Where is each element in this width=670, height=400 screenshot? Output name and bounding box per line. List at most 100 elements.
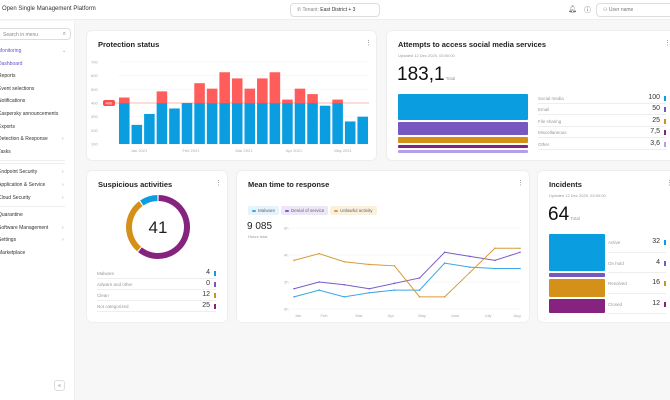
bar-protected[interactable] (307, 103, 318, 144)
sidebar-item-monitoring[interactable]: Monitoring ⌄ (0, 45, 72, 58)
data-point[interactable] (494, 247, 496, 250)
sidebar-item-event-selections[interactable]: Event selections (0, 83, 72, 96)
more-icon[interactable]: ⋮ (215, 180, 222, 187)
bar-over-threshold[interactable] (244, 88, 256, 103)
sidebar-item-endpoint-security[interactable]: Endpoint Security › (0, 166, 72, 179)
sidebar-item-exports[interactable]: Exports (0, 121, 72, 134)
segment-miscellaneous[interactable] (398, 145, 528, 149)
bar-protected[interactable] (169, 108, 180, 144)
data-point[interactable] (494, 259, 496, 262)
bar-protected[interactable] (344, 121, 356, 144)
sidebar-item-reports[interactable]: Reports (0, 70, 72, 83)
data-point[interactable] (318, 252, 320, 255)
segment-closed[interactable] (549, 299, 605, 313)
sidebar-item-notifications[interactable]: Notifications (0, 95, 72, 108)
data-point[interactable] (468, 271, 471, 274)
menu-search-input[interactable]: Search in menu ⌕ (0, 28, 71, 40)
data-point[interactable] (468, 266, 471, 268)
more-icon[interactable]: ⋮ (664, 40, 670, 47)
legend-pill[interactable]: Denial of service (281, 206, 329, 215)
data-point[interactable] (343, 296, 346, 298)
bar-protected[interactable] (206, 103, 218, 144)
data-point[interactable] (443, 251, 446, 254)
sidebar-item-software-management[interactable]: Software Management › (0, 222, 72, 235)
data-point[interactable] (393, 289, 396, 291)
bar-over-threshold[interactable] (206, 88, 218, 103)
sidebar-item-dashboard[interactable]: Dashboard (0, 58, 72, 71)
data-point[interactable] (343, 283, 346, 286)
donut-segment-clean[interactable] (126, 201, 143, 252)
series-line-unlawful-activity[interactable] (293, 247, 520, 298)
data-point[interactable] (343, 260, 346, 263)
data-point[interactable] (293, 287, 295, 290)
bar-over-threshold[interactable] (156, 91, 168, 103)
data-point[interactable] (418, 289, 421, 291)
data-point[interactable] (293, 296, 295, 298)
bar-protected[interactable] (357, 116, 368, 144)
bar-protected[interactable] (231, 103, 243, 144)
donut-segment-malware[interactable] (140, 195, 158, 206)
bar-over-threshold[interactable] (219, 72, 230, 103)
bar-over-threshold[interactable] (194, 83, 205, 103)
data-point[interactable] (293, 259, 295, 262)
bar-over-threshold[interactable] (119, 97, 130, 103)
data-point[interactable] (443, 296, 446, 298)
series-line-malware[interactable] (293, 262, 520, 298)
bar-protected[interactable] (257, 103, 268, 144)
bar-over-threshold[interactable] (231, 78, 243, 103)
bar-over-threshold[interactable] (282, 99, 293, 103)
bar-protected[interactable] (181, 103, 193, 144)
sidebar-item-cloud-security[interactable]: Cloud Security › (0, 192, 72, 205)
bar-protected[interactable] (219, 103, 230, 144)
data-point[interactable] (393, 265, 396, 267)
bar-protected[interactable] (319, 105, 331, 144)
sidebar-item-kaspersky-announcements[interactable]: Kaspersky announcements (0, 108, 72, 121)
data-point[interactable] (368, 263, 371, 266)
bar-over-threshold[interactable] (294, 88, 306, 103)
data-point[interactable] (368, 292, 371, 294)
series-line-denial-of-service[interactable] (293, 251, 521, 290)
more-icon[interactable]: ⋮ (517, 180, 524, 187)
data-point[interactable] (443, 262, 446, 264)
sidebar-item-marketplace[interactable]: Marketplace (0, 247, 72, 260)
bar-protected[interactable] (131, 124, 143, 144)
data-point[interactable] (418, 277, 421, 279)
tenant-selector[interactable]: ✆ Tenant: East District + 3 (290, 3, 380, 17)
sidebar-item-detection-response[interactable]: Detection & Response › (0, 133, 72, 146)
segment-active[interactable] (549, 234, 605, 271)
bar-over-threshold[interactable] (307, 94, 318, 103)
data-point[interactable] (418, 296, 421, 298)
segment-email[interactable] (398, 121, 528, 135)
data-point[interactable] (468, 255, 471, 258)
bar-over-threshold[interactable] (257, 78, 268, 103)
bar-protected[interactable] (294, 103, 306, 144)
bar-protected[interactable] (194, 103, 205, 144)
bar-protected[interactable] (332, 103, 343, 144)
user-name-field[interactable]: ⚇ User name (596, 3, 670, 17)
bar-protected[interactable] (282, 103, 293, 144)
help-icon[interactable]: ⓘ (584, 7, 591, 14)
bar-protected[interactable] (269, 103, 281, 144)
data-point[interactable] (318, 281, 320, 283)
sidebar-item-tasks[interactable]: Tasks (0, 146, 72, 159)
bar-protected[interactable] (156, 103, 168, 144)
legend-pill[interactable]: Unlawful activity (330, 206, 377, 215)
bar-protected[interactable] (144, 113, 155, 144)
sidebar-item-application-service[interactable]: Application & Service › (0, 179, 72, 192)
segment-social-media[interactable] (398, 94, 528, 120)
data-point[interactable] (318, 289, 320, 291)
bar-over-threshold[interactable] (269, 72, 281, 103)
bell-icon[interactable]: 🔔︎ (568, 6, 577, 13)
segment-other[interactable] (398, 150, 528, 154)
segment-resolved[interactable] (549, 279, 605, 298)
more-icon[interactable]: ⋮ (365, 40, 372, 47)
data-point[interactable] (494, 267, 496, 270)
sidebar-item-quarantine[interactable]: Quarantine (0, 209, 72, 222)
data-point[interactable] (519, 251, 521, 254)
donut-segment-not-categorized[interactable] (138, 195, 190, 259)
data-point[interactable] (519, 247, 521, 250)
segment-on-hold[interactable] (549, 272, 605, 278)
legend-pill[interactable]: Malware (248, 206, 280, 215)
data-point[interactable] (368, 287, 371, 290)
more-icon[interactable]: ⋮ (666, 180, 670, 187)
